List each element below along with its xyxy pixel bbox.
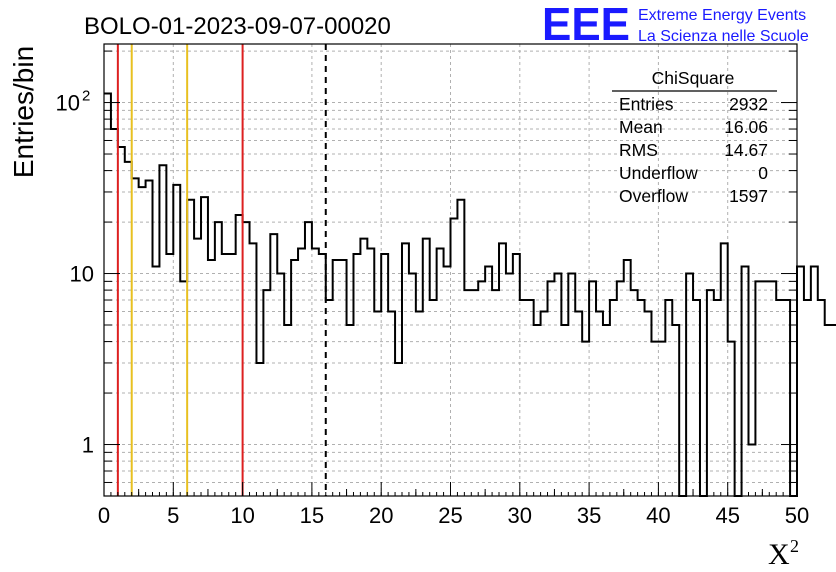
x-axis-label: X 2 — [768, 536, 799, 571]
y-tick-label-exponent: 2 — [82, 88, 90, 105]
x-tick-label: 10 — [230, 503, 254, 528]
logo-line-1: Extreme Energy Events — [638, 7, 806, 24]
stats-row-label: Mean — [619, 117, 663, 137]
x-axis-label-superscript: 2 — [790, 536, 799, 556]
stats-row: RMS 14.67 — [619, 140, 768, 160]
grid-lines — [104, 44, 797, 497]
stats-title: ChiSquare — [652, 68, 735, 88]
logo-line-2: La Scienza nelle Scuole — [638, 28, 809, 45]
stats-row-value: 14.67 — [724, 140, 768, 160]
stats-row-value: 2932 — [729, 94, 768, 114]
y-tick-label: 10 — [70, 262, 94, 287]
chart-title: BOLO-01-2023-09-07-00020 — [84, 13, 391, 40]
x-tick-label: 20 — [369, 503, 393, 528]
x-tick-label: 45 — [715, 503, 739, 528]
stats-row-label: Overflow — [619, 186, 688, 206]
histogram-series — [104, 92, 836, 497]
stats-row: Underflow 0 — [619, 163, 768, 183]
stats-row-value: 1597 — [729, 186, 768, 206]
eee-logo: EEE Extreme Energy Events La Scienza nel… — [542, 0, 809, 50]
stats-row: Mean 16.06 — [619, 117, 768, 137]
x-tick-label: 35 — [577, 503, 601, 528]
x-tick-label: 0 — [98, 503, 110, 528]
x-axis-label-base: X — [768, 538, 790, 571]
x-tick-label: 40 — [646, 503, 670, 528]
stats-row-value: 0 — [758, 163, 768, 183]
stats-row: Entries 2932 — [619, 94, 768, 114]
stats-row-label: RMS — [619, 140, 658, 160]
stats-row: Overflow 1597 — [619, 186, 768, 206]
reference-lines — [116, 44, 327, 496]
stats-row-label: Underflow — [619, 163, 698, 183]
y-axis-label: Entries/bin — [8, 46, 39, 178]
statistics-box: ChiSquare Entries 2932 Mean 16.06 RMS 14… — [612, 68, 777, 206]
x-tick-label: 25 — [438, 503, 462, 528]
x-tick-label: 30 — [508, 503, 532, 528]
logo-mark: EEE — [542, 0, 630, 50]
stats-row-label: Entries — [619, 94, 674, 114]
x-tick-label: 50 — [785, 503, 809, 528]
stats-row-value: 16.06 — [724, 117, 768, 137]
y-tick-label: 1 — [82, 433, 94, 458]
y-tick-label: 10 — [56, 91, 80, 116]
histogram-outline — [104, 92, 836, 497]
x-tick-label: 15 — [300, 503, 324, 528]
x-tick-label: 5 — [167, 503, 179, 528]
